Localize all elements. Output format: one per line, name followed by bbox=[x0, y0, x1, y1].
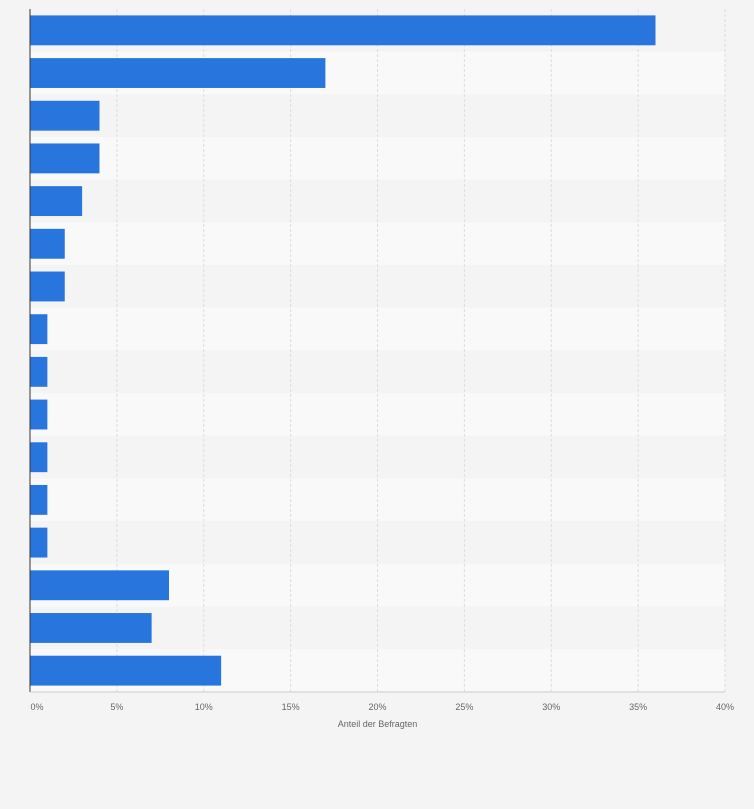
bar bbox=[30, 314, 48, 345]
x-tick-labels: 0% 5% 10% 15% 20% 25% 30% 35% 40% bbox=[30, 702, 734, 712]
bar bbox=[30, 570, 169, 601]
bar bbox=[30, 271, 65, 302]
x-tick-label: 0% bbox=[30, 702, 43, 712]
x-tick-label: 20% bbox=[368, 702, 386, 712]
x-axis-title: Anteil der Befragten bbox=[338, 719, 418, 729]
bar bbox=[30, 442, 48, 473]
row-band bbox=[30, 521, 725, 564]
bars bbox=[30, 15, 656, 686]
x-tick-label: 35% bbox=[629, 702, 647, 712]
x-tick-label: 5% bbox=[110, 702, 123, 712]
bar bbox=[30, 228, 65, 259]
x-tick-label: 40% bbox=[716, 702, 734, 712]
bar bbox=[30, 527, 48, 558]
x-tick-label: 15% bbox=[282, 702, 300, 712]
x-tick-label: 30% bbox=[542, 702, 560, 712]
bar bbox=[30, 58, 326, 88]
bar bbox=[30, 356, 48, 387]
grid-lines bbox=[116, 9, 726, 692]
bar bbox=[30, 484, 48, 515]
bar bbox=[30, 100, 100, 131]
row-band bbox=[30, 222, 725, 266]
bar bbox=[30, 655, 222, 686]
bar bbox=[30, 399, 48, 430]
bar bbox=[30, 143, 100, 174]
bar bbox=[30, 15, 656, 46]
x-tick-label: 10% bbox=[195, 702, 213, 712]
axes bbox=[29, 9, 725, 693]
x-tick-label: 25% bbox=[455, 702, 473, 712]
bar bbox=[30, 613, 152, 643]
row-band bbox=[30, 435, 725, 479]
row-band bbox=[30, 137, 725, 180]
bar bbox=[30, 186, 83, 217]
